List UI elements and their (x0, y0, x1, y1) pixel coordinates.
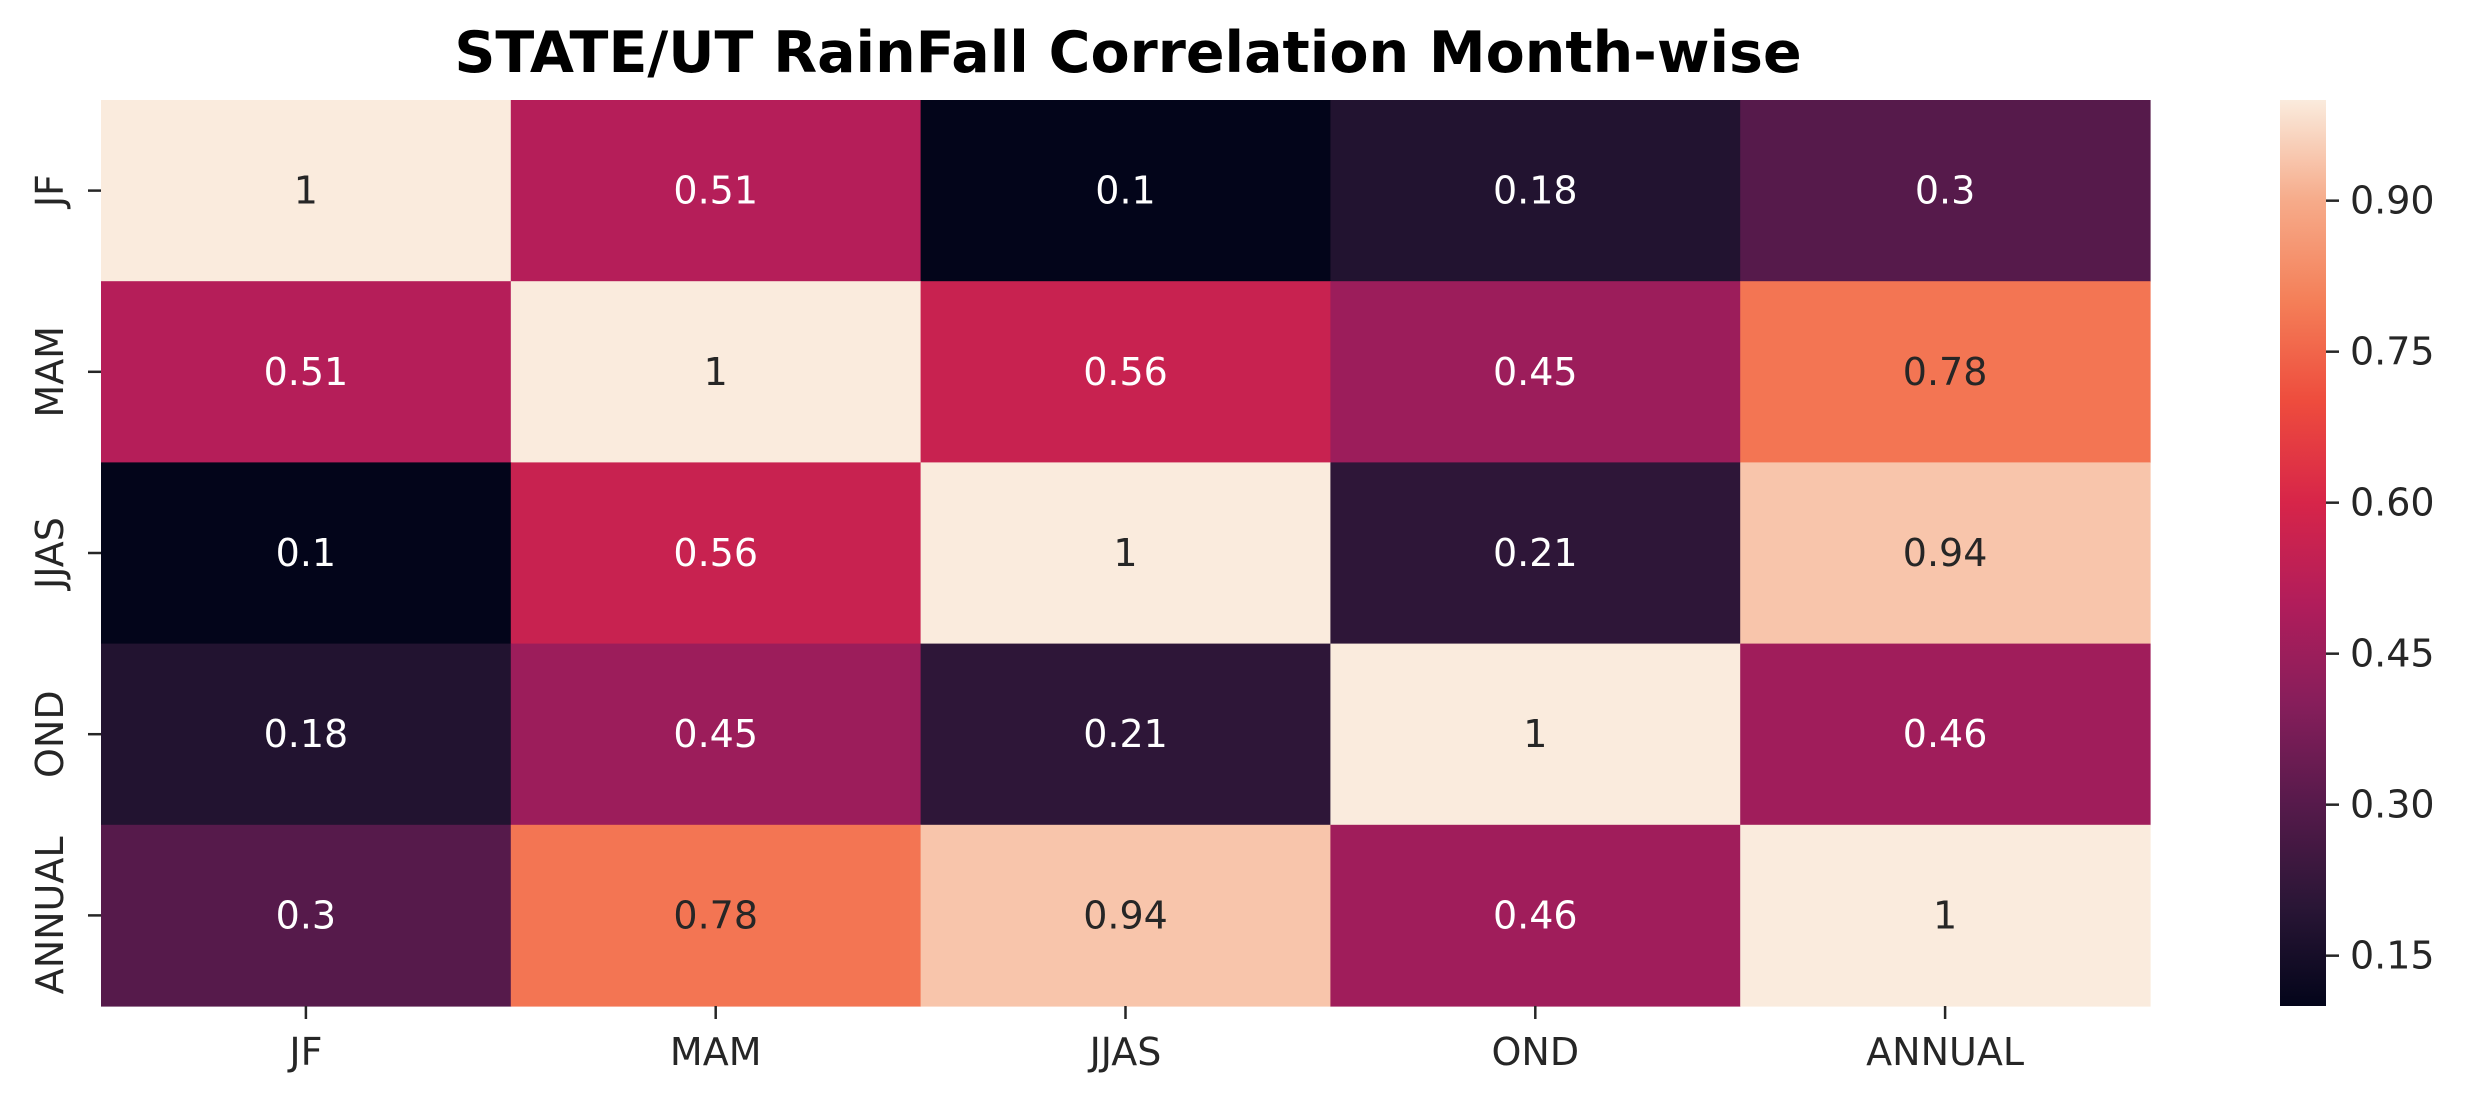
cell-value-label: 0.78 (673, 893, 758, 937)
y-tick-label: MAM (28, 326, 72, 418)
colorbar-gradient (2280, 100, 2326, 1006)
heatmap-cell (510, 462, 922, 645)
cell-value-label: 0.45 (673, 712, 758, 756)
colorbar: 0.15 0.30 0.45 0.60 0.75 0.90 (2280, 100, 2435, 1006)
cell-value-label: 1 (1523, 712, 1547, 756)
colorbar-tick-label: 0.45 (2350, 632, 2435, 676)
cell-value-label: 0.94 (1083, 893, 1168, 937)
x-tick-label: ANNUAL (1866, 1030, 2024, 1074)
cell-value-label: 0.46 (1903, 712, 1988, 756)
cell-value-label: 1 (294, 169, 318, 213)
chart-title: STATE/UT RainFall Correlation Month-wise (454, 20, 1801, 86)
heatmap-cell (1740, 462, 2151, 645)
cell-value-label: 0.1 (1095, 169, 1155, 213)
cell-value-label: 0.18 (264, 712, 349, 756)
cell-value-label: 0.51 (673, 169, 758, 213)
heatmap-cell (920, 824, 1331, 1007)
heatmap-cell (510, 643, 922, 826)
x-tick-label: OND (1491, 1030, 1579, 1074)
heatmap-cell (510, 100, 922, 282)
heatmap-cell (1740, 643, 2151, 826)
cell-value-label: 0.18 (1493, 169, 1578, 213)
cell-value-label: 0.3 (1915, 169, 1975, 213)
cell-value-label: 1 (1933, 893, 1957, 937)
cell-value-label: 0.78 (1903, 350, 1988, 394)
y-tick-label: OND (28, 690, 72, 778)
heatmap-cell (101, 281, 512, 463)
heatmap-cell (101, 824, 512, 1007)
colorbar-tick-label: 0.60 (2350, 481, 2435, 525)
heatmap-cell (1330, 643, 1741, 826)
heatmap-cell (920, 100, 1331, 282)
heatmap-cell (1740, 824, 2151, 1007)
cell-value-label: 0.21 (1493, 531, 1578, 575)
heatmap-cell (101, 643, 512, 826)
cell-value-label: 0.51 (264, 350, 349, 394)
cell-value-label: 0.45 (1493, 350, 1578, 394)
x-tick-label: MAM (670, 1030, 762, 1074)
cell-value-label: 0.3 (276, 893, 336, 937)
x-tick-label: JJAS (1088, 1030, 1162, 1074)
colorbar-ticks: 0.15 0.30 0.45 0.60 0.75 0.90 (2326, 179, 2435, 978)
y-tick-label: JF (28, 174, 72, 209)
cell-value-label: 0.56 (673, 531, 758, 575)
heatmap-cells: 1 0.51 0.1 0.18 0.3 0.51 1 0.56 0.45 0.78 0.1 0.56 1… (101, 100, 2151, 1007)
y-axis: JF MAM JJAS OND ANNUAL (28, 174, 101, 994)
y-tick-label: JJAS (28, 517, 72, 591)
heatmap-cell (510, 281, 922, 463)
heatmap-cell (1740, 100, 2151, 282)
heatmap-cell (1330, 100, 1741, 282)
colorbar-tick-label: 0.15 (2350, 934, 2435, 978)
cell-value-label: 0.56 (1083, 350, 1168, 394)
cell-value-label: 0.94 (1903, 531, 1988, 575)
heatmap-cell (920, 462, 1331, 645)
heatmap-cell (510, 824, 922, 1007)
colorbar-tick-label: 0.75 (2350, 330, 2435, 374)
colorbar-tick-label: 0.30 (2350, 783, 2435, 827)
heatmap-cell (1330, 824, 1741, 1007)
heatmap-cell (101, 462, 512, 645)
heatmap-cell (1740, 281, 2151, 463)
cell-value-label: 1 (1113, 531, 1137, 575)
heatmap-cell (1330, 281, 1741, 463)
x-axis: JF MAM JJAS OND ANNUAL (287, 1006, 2024, 1074)
heatmap-cell (101, 100, 512, 282)
cell-value-label: 1 (704, 350, 728, 394)
colorbar-tick-label: 0.90 (2350, 179, 2435, 223)
y-tick-label: ANNUAL (28, 836, 72, 994)
cell-value-label: 0.21 (1083, 712, 1168, 756)
cell-value-label: 0.1 (276, 531, 336, 575)
heatmap-cell (920, 643, 1331, 826)
heatmap-cell (1330, 462, 1741, 645)
x-tick-label: JF (287, 1030, 322, 1074)
heatmap-cell (920, 281, 1331, 463)
cell-value-label: 0.46 (1493, 893, 1578, 937)
